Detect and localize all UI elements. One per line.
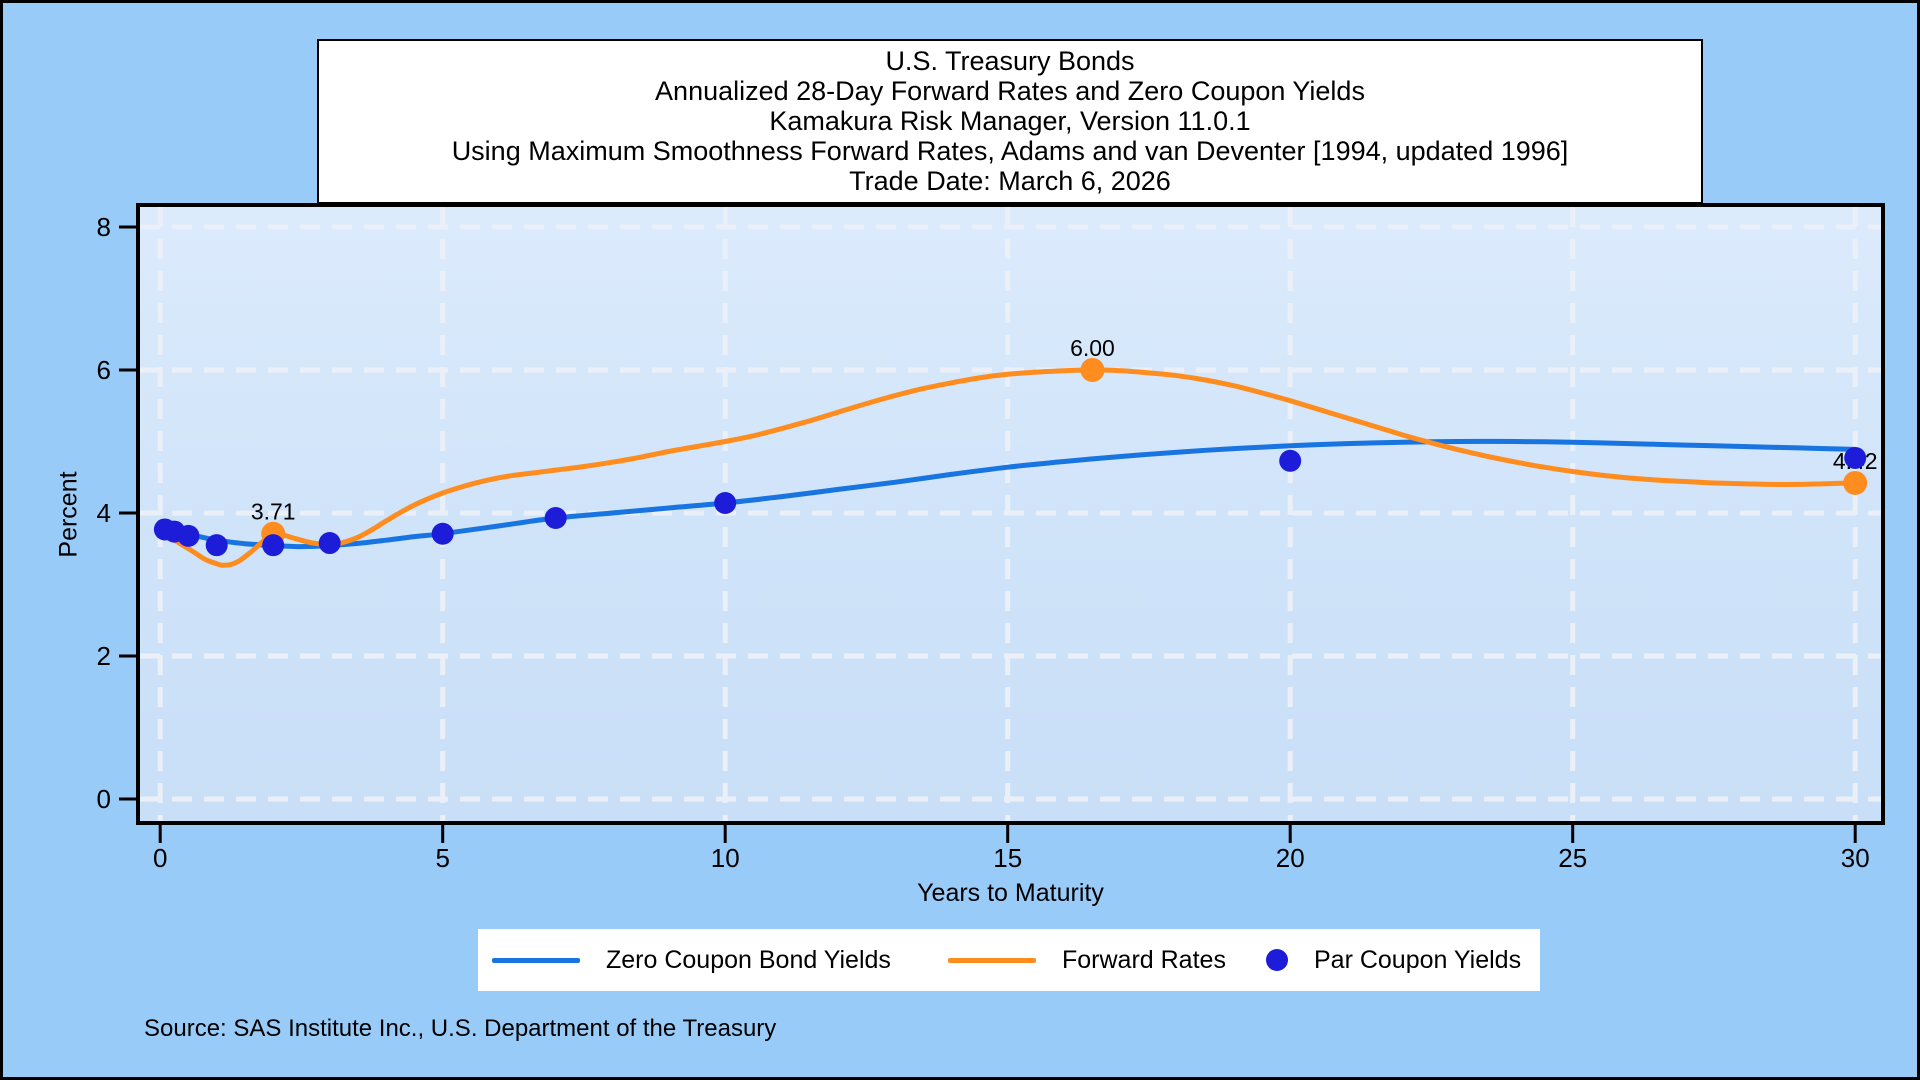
par-coupon-dot <box>1844 446 1867 469</box>
par-coupon-dot <box>714 491 737 514</box>
par-coupon-dot <box>177 524 200 547</box>
par-coupon-dot <box>205 534 228 557</box>
x-tick-label: 25 <box>1558 843 1587 873</box>
title-box: U.S. Treasury Bonds Annualized 28-Day Fo… <box>317 39 1703 204</box>
title-line-4: Using Maximum Smoothness Forward Rates, … <box>451 136 1569 166</box>
par-coupon-dot <box>262 534 285 557</box>
y-tick-label: 0 <box>97 784 111 814</box>
y-axis-label: Percent <box>54 471 83 558</box>
par-coupon-dots <box>153 446 1867 557</box>
forward-rates-line-swatch-icon <box>948 957 1036 963</box>
x-tick-labels: 0 5 10 15 20 25 30 <box>153 843 1870 873</box>
par-coupon-dot <box>431 522 454 545</box>
legend-label-zero-coupon: Zero Coupon Bond Yields <box>606 945 891 974</box>
y-tick-labels: 0 2 4 6 8 <box>97 212 111 814</box>
forward-rate-marker <box>1843 470 1868 495</box>
forward-rate-marker <box>1080 358 1105 382</box>
y-tick-label: 6 <box>97 355 111 385</box>
data-point-label: 6.00 <box>1070 335 1115 361</box>
x-tick-label: 5 <box>435 843 449 873</box>
legend: Zero Coupon Bond Yields Forward Rates Pa… <box>478 929 1540 991</box>
legend-label-par-coupon: Par Coupon Yields <box>1314 945 1522 974</box>
title-line-2: Annualized 28-Day Forward Rates and Zero… <box>655 76 1365 106</box>
y-tick-label: 4 <box>97 498 111 528</box>
forward-rate-markers <box>261 358 1868 546</box>
gridlines <box>140 207 1881 821</box>
title-line-3: Kamakura Risk Manager, Version 11.0.1 <box>769 106 1251 136</box>
x-tick-label: 20 <box>1276 843 1305 873</box>
par-coupon-dot <box>544 507 567 530</box>
data-point-labels: 3.716.004.42 <box>251 335 1878 525</box>
x-tick-label: 30 <box>1841 843 1870 873</box>
x-tick-label: 0 <box>153 843 167 873</box>
title-line-5: Trade Date: March 6, 2026 <box>849 166 1171 196</box>
x-tick-label: 15 <box>993 843 1022 873</box>
par-coupon-dot-swatch-icon <box>1266 949 1288 971</box>
title-line-1: U.S. Treasury Bonds <box>885 46 1135 76</box>
legend-item-zero-coupon: Zero Coupon Bond Yields <box>492 929 891 991</box>
y-tick-label: 8 <box>97 212 111 242</box>
plot-frame <box>136 203 1885 825</box>
par-coupon-dot <box>1279 449 1302 472</box>
x-tick-label: 10 <box>711 843 740 873</box>
x-axis-label: Years to Maturity <box>917 879 1104 907</box>
par-coupon-dot <box>318 532 341 555</box>
legend-label-forward-rates: Forward Rates <box>1062 945 1226 974</box>
data-point-label: 3.71 <box>251 499 296 525</box>
source-note: Source: SAS Institute Inc., U.S. Departm… <box>144 1015 777 1042</box>
y-tick-label: 2 <box>97 641 111 671</box>
legend-item-forward-rates: Forward Rates <box>948 929 1226 991</box>
legend-item-par-coupon: Par Coupon Yields <box>1266 929 1521 991</box>
zero-coupon-line-swatch-icon <box>492 957 580 963</box>
axis-ticks <box>119 225 1857 843</box>
